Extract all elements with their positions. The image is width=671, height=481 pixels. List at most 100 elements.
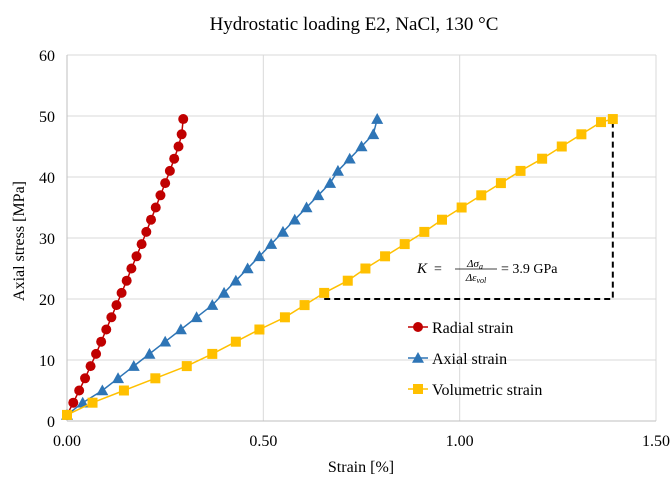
data-point — [253, 250, 266, 262]
data-point — [174, 323, 187, 335]
data-point — [127, 360, 140, 371]
axes — [66, 55, 656, 422]
data-point — [136, 239, 147, 250]
data-point — [160, 178, 171, 189]
data-point — [178, 114, 189, 125]
data-point — [312, 189, 325, 201]
data-point — [150, 373, 161, 384]
data-point — [85, 361, 96, 372]
data-point — [556, 141, 567, 152]
x-tick-label: 0.50 — [249, 433, 277, 450]
legend-label: Volumetric strain — [432, 382, 542, 399]
data-point — [399, 239, 410, 250]
y-tick-label: 30 — [39, 231, 55, 248]
data-point — [131, 251, 142, 262]
data-point — [299, 300, 310, 311]
x-axis-label: Strain [%] — [328, 459, 394, 476]
annotation-k-symbol: K — [416, 261, 428, 277]
series-1 — [61, 113, 384, 420]
data-point — [190, 311, 203, 323]
legend-marker — [412, 352, 424, 363]
data-point — [324, 177, 337, 188]
data-point — [91, 348, 102, 359]
data-point — [495, 178, 506, 189]
data-point — [288, 213, 301, 225]
legend-marker — [413, 322, 423, 332]
data-point — [607, 114, 618, 125]
data-point — [456, 202, 467, 213]
data-point — [515, 165, 526, 176]
data-point — [229, 274, 242, 286]
legend-label: Radial strain — [432, 320, 513, 337]
data-point — [118, 385, 129, 396]
series-line — [66, 118, 378, 416]
data-point — [176, 129, 187, 140]
y-tick-label: 10 — [39, 353, 55, 370]
data-point — [181, 361, 192, 372]
data-point — [276, 225, 289, 237]
data-point — [74, 385, 85, 396]
data-point — [419, 226, 430, 237]
legend-item: Radial strain — [408, 320, 513, 337]
y-tick-label: 40 — [39, 170, 55, 187]
data-point — [300, 201, 313, 213]
x-tick-label: 1.50 — [642, 433, 670, 450]
data-point — [126, 263, 137, 274]
y-tick-label: 20 — [39, 292, 55, 309]
data-point — [111, 300, 122, 311]
data-point — [476, 190, 487, 201]
data-point — [62, 409, 72, 420]
data-point — [265, 238, 278, 249]
data-point — [76, 396, 89, 408]
y-tick-label: 60 — [39, 48, 55, 65]
chart-title: Hydrostatic loading E2, NaCl, 130 °C — [210, 14, 499, 35]
data-point — [342, 275, 353, 286]
data-point — [343, 152, 356, 164]
annotation-result: = 3.9 GPa — [501, 262, 558, 277]
annotation-denominator: Δεvol — [465, 272, 487, 285]
data-point — [87, 397, 98, 408]
data-point — [173, 141, 184, 152]
data-point — [254, 324, 265, 335]
data-point — [436, 214, 447, 225]
data-point — [155, 190, 166, 201]
legend-marker — [413, 384, 423, 394]
data-point — [319, 287, 330, 298]
data-point — [596, 117, 607, 128]
legend-item: Axial strain — [408, 351, 507, 368]
data-point — [101, 324, 112, 335]
tick-labels: 0 10 20 30 40 50 60 0.00 0.50 1.00 1.50 — [39, 48, 670, 450]
data-point — [169, 153, 180, 164]
data-point — [279, 312, 290, 323]
data-point — [68, 397, 79, 408]
data-point — [146, 214, 157, 225]
y-axis-label: Axial stress [MPa] — [11, 181, 28, 301]
data-point — [380, 251, 391, 262]
data-point — [150, 202, 161, 213]
data-point — [80, 373, 91, 384]
data-point — [355, 140, 368, 152]
data-point — [96, 384, 109, 396]
annotation-numerator: Δσa — [466, 258, 483, 271]
data-point — [106, 312, 117, 323]
data-point — [159, 335, 172, 347]
x-tick-label: 0.00 — [53, 433, 81, 450]
data-point — [143, 347, 156, 359]
y-tick-label: 0 — [47, 414, 55, 431]
data-point — [112, 372, 125, 384]
legend-item: Volumetric strain — [408, 382, 542, 399]
data-point — [230, 336, 241, 347]
data-series — [61, 113, 618, 420]
data-point — [371, 113, 384, 124]
data-point — [116, 287, 127, 298]
data-point — [241, 262, 254, 274]
legend-label: Axial strain — [432, 351, 507, 368]
series-2 — [62, 114, 618, 420]
gridlines — [67, 54, 657, 421]
data-point — [360, 263, 371, 274]
data-point — [331, 164, 344, 176]
series-0 — [62, 114, 189, 420]
data-point — [206, 299, 219, 310]
